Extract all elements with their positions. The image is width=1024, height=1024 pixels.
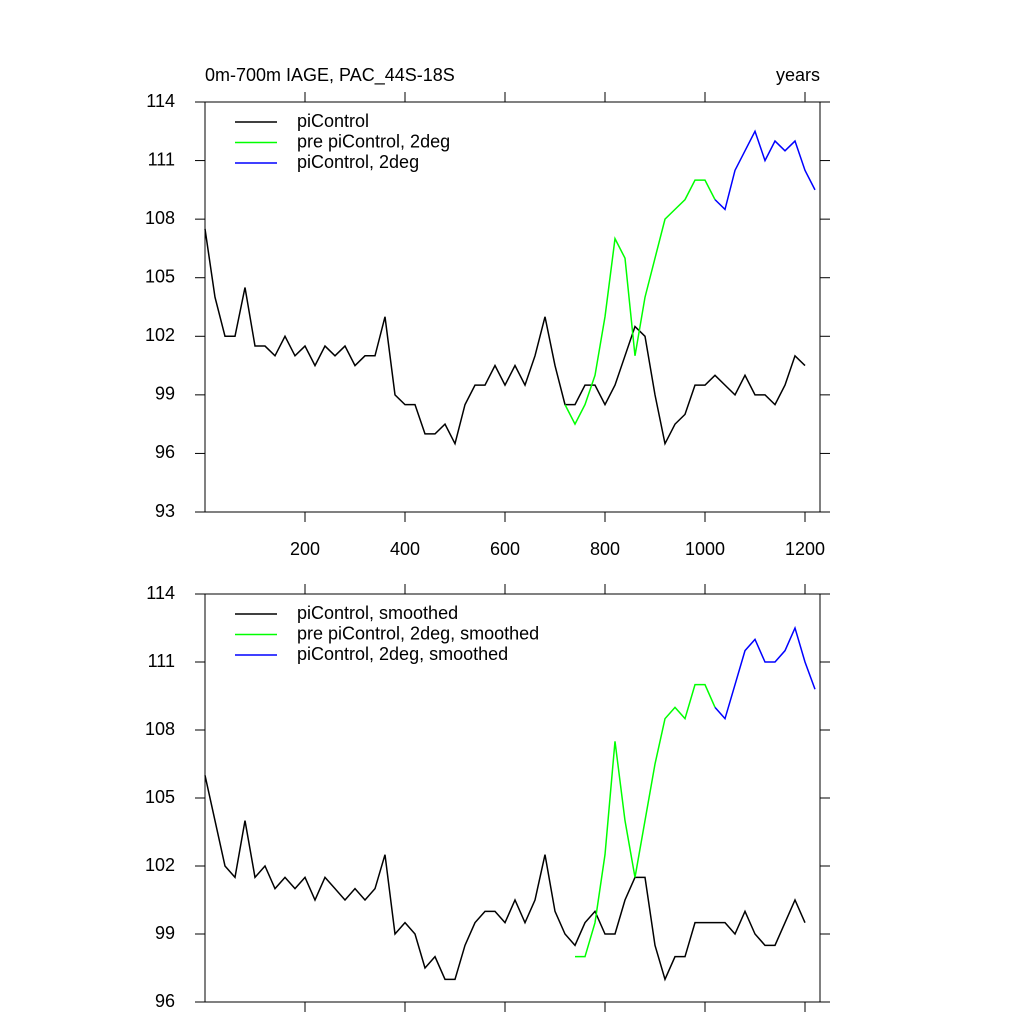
series-line	[714, 129, 816, 211]
x-axis-label: years	[776, 65, 820, 85]
y-tick-label: 105	[145, 787, 175, 807]
chart-title: 0m-700m IAGE, PAC_44S-18S	[205, 65, 455, 86]
x-tick-label: 600	[490, 539, 520, 559]
y-tick-label: 99	[155, 384, 175, 404]
y-tick-label: 96	[155, 991, 175, 1011]
legend-label: pre piControl, 2deg	[297, 131, 450, 151]
legend-label: piControl, 2deg, smoothed	[297, 644, 508, 664]
y-tick-label: 108	[145, 719, 175, 739]
y-tick-label: 108	[145, 208, 175, 228]
series-line	[204, 775, 806, 982]
y-tick-label: 93	[155, 501, 175, 521]
y-tick-label: 114	[146, 91, 175, 111]
legend-label: piControl, smoothed	[297, 603, 458, 623]
y-tick-label: 111	[148, 651, 175, 671]
series-line	[714, 625, 816, 721]
legend-label: piControl, 2deg	[297, 152, 419, 172]
y-tick-label: 111	[148, 149, 175, 169]
y-tick-label: 114	[146, 583, 175, 603]
x-tick-label: 400	[390, 539, 420, 559]
y-tick-label: 102	[145, 855, 175, 875]
x-tick-label: 200	[290, 539, 320, 559]
y-tick-label: 102	[145, 325, 175, 345]
series-line	[564, 179, 716, 426]
y-tick-label: 96	[155, 442, 175, 462]
y-tick-label: 105	[145, 266, 175, 286]
plot-frame	[204, 101, 821, 513]
x-tick-label: 1000	[685, 539, 725, 559]
legend-label: pre piControl, 2deg, smoothed	[297, 623, 539, 643]
legend-label: piControl	[297, 111, 369, 131]
x-tick-label: 800	[590, 539, 620, 559]
series-line	[204, 228, 806, 446]
series-line	[575, 683, 716, 958]
y-tick-label: 99	[155, 923, 175, 943]
x-tick-label: 1200	[785, 539, 825, 559]
